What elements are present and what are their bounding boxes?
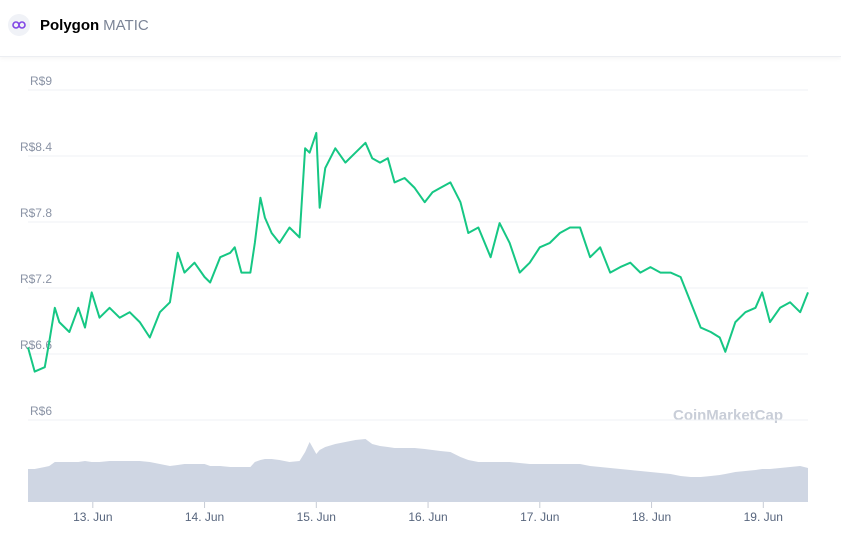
price-line [27, 131, 809, 373]
header: Polygon MATIC [0, 0, 841, 57]
x-tick-label: 14. Jun [185, 510, 224, 524]
x-tick-label: 17. Jun [520, 510, 559, 524]
y-tick-label: R$6 [30, 404, 52, 418]
x-tick-label: 13. Jun [73, 510, 112, 524]
volume-area [28, 439, 808, 502]
x-tick-label: 16. Jun [408, 510, 447, 524]
y-tick-label: R$8.4 [20, 140, 52, 154]
icon-graphic [12, 21, 26, 29]
y-tick-label: R$7.8 [20, 206, 52, 220]
x-tick-label: 19. Jun [744, 510, 783, 524]
y-tick-label: R$9 [30, 74, 52, 88]
coin-icon [8, 14, 30, 36]
x-tick-label: 15. Jun [297, 510, 336, 524]
name: Polygon [40, 17, 100, 34]
y-tick-label: R$7.2 [20, 272, 52, 286]
x-tick-label: 18. Jun [632, 510, 671, 524]
coin-name: Polygon MATIC [40, 17, 149, 34]
watermark: CoinMarketCap [673, 407, 783, 424]
symbol: MATIC [103, 17, 149, 34]
